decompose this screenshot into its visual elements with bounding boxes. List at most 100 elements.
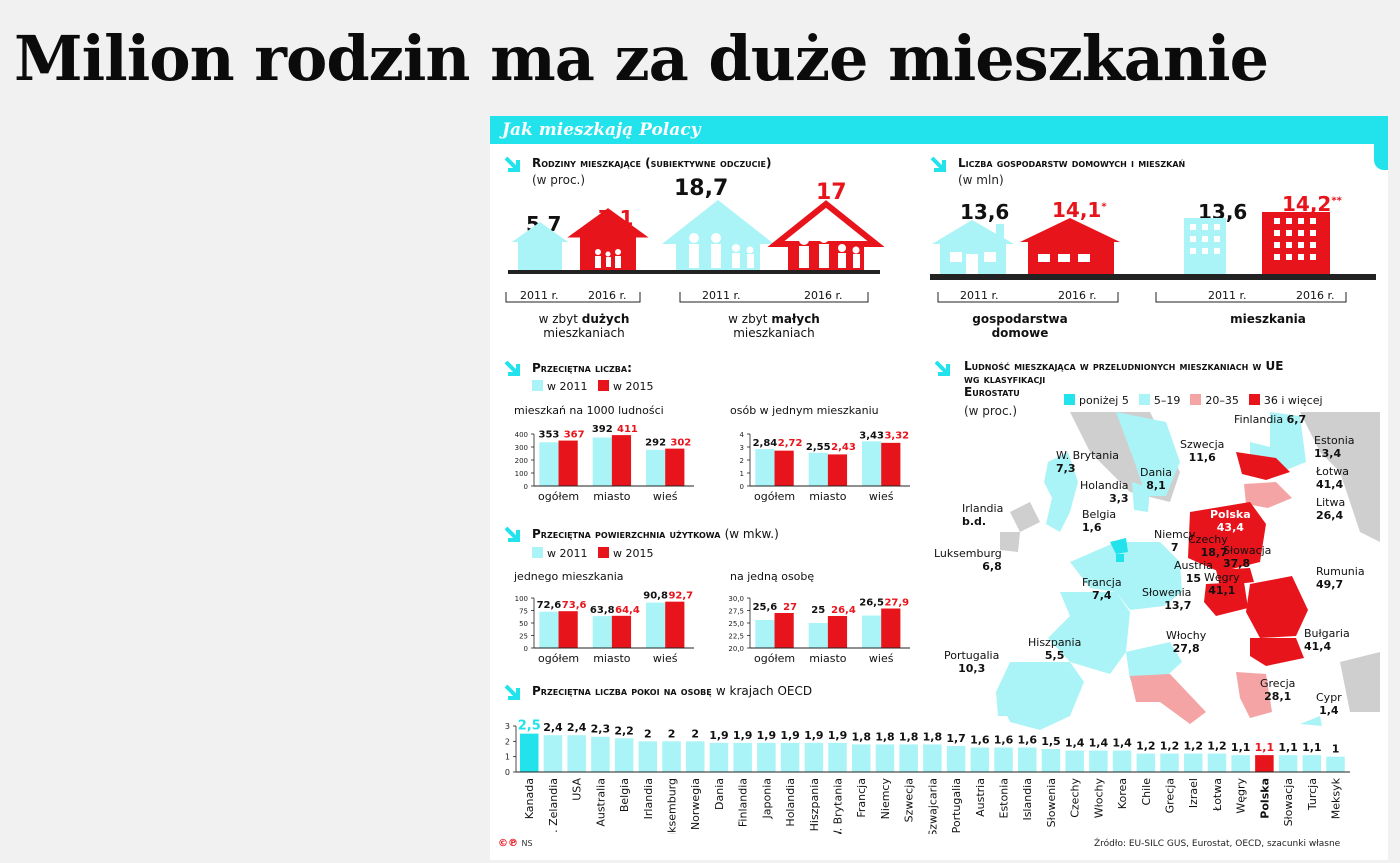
category-label: miasto [593, 490, 631, 503]
arrow-icon [504, 526, 520, 542]
legend-label: 20–35 [1205, 394, 1239, 407]
value-label-2015: 64,4 [615, 605, 640, 616]
value-label-2011: 3,43 [859, 430, 884, 441]
bar [1089, 750, 1108, 772]
bar-2015 [611, 615, 632, 648]
label-niemcy: Niemcy 7 [1154, 528, 1196, 554]
bar [1255, 755, 1274, 772]
flats-y2: 2016 r. [1296, 289, 1335, 302]
value-label-2011: 72,6 [537, 600, 562, 611]
avg-chart1-title: mieszkań na 1000 ludności [514, 404, 664, 417]
bar [1326, 756, 1345, 772]
legend-swatch [1064, 394, 1075, 405]
category-label: Austria [974, 778, 987, 817]
category-label: Meksyk [1330, 777, 1343, 819]
category-label: Holandia [784, 778, 797, 827]
label-estonia: Estonia 13,4 [1314, 434, 1355, 460]
category-label: Włochy [1092, 778, 1105, 819]
small-y1: 2011 r. [702, 289, 741, 302]
value-label-2011: 2,84 [753, 438, 778, 449]
y-tick-label: 25 [519, 633, 528, 641]
category-label: Niemcy [879, 778, 892, 820]
value-label: 1,9 [733, 729, 753, 742]
map-region-red [1188, 452, 1308, 666]
bar [852, 744, 871, 772]
source: Źródło: EU-SILC GUS, Eurostat, OECD, sza… [1094, 839, 1341, 849]
bar [1041, 749, 1061, 772]
y-tick-label: 75 [519, 608, 528, 616]
bar [1018, 747, 1037, 772]
category-label: Łotwa [1211, 778, 1224, 812]
label-finlandia: Finlandia 6,7 [1234, 413, 1307, 426]
label-dania: Dania 8,1 [1140, 466, 1172, 492]
legend-swatch [1138, 394, 1150, 405]
area-chart2-title: na jedną osobę [730, 570, 815, 583]
category-label: Szwecja [903, 778, 916, 822]
bar [733, 742, 752, 772]
bar [1302, 755, 1322, 772]
legend-label: poniżej 5 [1079, 394, 1129, 407]
value-label: 1,9 [780, 729, 800, 742]
y-tick-label: 100 [515, 595, 528, 603]
value-label: 2 [668, 727, 676, 740]
y-tick-label: 0 [524, 645, 528, 653]
bar [1207, 753, 1227, 772]
bar [614, 738, 634, 772]
category-label: Izrael [1187, 778, 1200, 808]
value-label: 1,9 [804, 729, 824, 742]
value-label-2015: 27 [783, 602, 797, 613]
value-label-2011: 63,8 [590, 605, 615, 616]
bar [709, 742, 729, 772]
category-label: Islandia [1021, 778, 1034, 821]
y-tick-label: 400 [515, 431, 528, 439]
bar [780, 742, 800, 772]
map-region-pink [1130, 482, 1292, 724]
y-tick-label: 0 [524, 483, 528, 491]
arrow-icon [934, 360, 950, 376]
bar-2015 [881, 442, 901, 486]
value-label: 2 [644, 727, 652, 740]
bar-2015 [558, 611, 578, 648]
bar-2015 [827, 616, 848, 648]
label-slowenia: Słowenia 13,7 [1142, 586, 1192, 612]
category-label: ogółem [754, 652, 795, 665]
category-label: Estonia [998, 778, 1011, 819]
house-icon-small-2011 [662, 200, 774, 270]
families-houses [508, 200, 884, 274]
value-label-2011: 90,8 [643, 591, 668, 602]
value-label-2015: 367 [564, 430, 585, 441]
y-tick-label: 4 [740, 431, 745, 439]
value-label-2015: 411 [617, 424, 638, 435]
families-title: Rodziny mieszkające (subiektywne odczuci… [532, 156, 772, 170]
value-label: 1,9 [828, 729, 848, 742]
value-label: 1,8 [875, 730, 895, 743]
bar [1065, 750, 1084, 772]
category-label: Finlandia [737, 778, 750, 827]
bar [543, 735, 563, 772]
category-label: W. Brytania [832, 778, 845, 834]
bar [567, 735, 586, 772]
banner-title: Jak mieszkają Polacy [502, 120, 701, 140]
bar [875, 744, 895, 772]
hh-y2: 2016 r. [1058, 289, 1097, 302]
value-label-2015: 2,72 [778, 438, 803, 449]
value-label: 1,1 [1278, 741, 1298, 754]
hh-y1: 2011 r. [960, 289, 999, 302]
bar-2011 [592, 437, 612, 486]
y-tick-label: 2 [740, 457, 744, 465]
value-label: 1,4 [1089, 737, 1109, 750]
house-icon-big-2016 [567, 208, 649, 270]
label-w-brytania: W. Brytania 7,3 [1056, 449, 1120, 475]
value-label: 1,2 [1183, 740, 1203, 753]
bar-2015 [881, 608, 901, 648]
value-label: 1,8 [899, 730, 919, 743]
bar-2011 [592, 616, 612, 648]
bar [994, 747, 1013, 772]
category-label: Węgry [1235, 778, 1248, 814]
y-tick-label: 2 [505, 737, 510, 746]
value-label: 1,1 [1231, 741, 1251, 754]
bar-2011 [862, 615, 882, 648]
bar-2011 [646, 602, 666, 648]
legend-label: 36 i więcej [1263, 394, 1323, 407]
label-litwa: Litwa 26,4 [1316, 496, 1346, 522]
